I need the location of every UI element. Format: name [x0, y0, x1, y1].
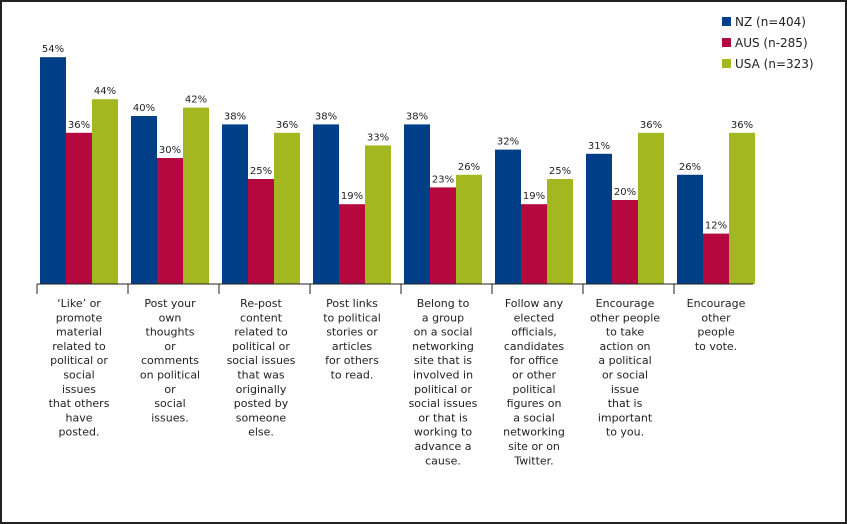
- bar-value-label: 38%: [224, 111, 246, 122]
- bar-value-label: 12%: [705, 221, 727, 232]
- category-label: Follow any elected officials, candidates for…: [503, 297, 565, 467]
- bar-aus-4: [430, 187, 456, 284]
- bar-value-label: 20%: [614, 187, 636, 198]
- legend-swatch: [722, 17, 731, 26]
- bar-usa-0: [92, 99, 118, 284]
- bar-usa-2: [274, 132, 300, 284]
- bar-value-label: 26%: [458, 162, 480, 173]
- bars-layer: [40, 57, 755, 285]
- bar-usa-3: [365, 145, 391, 284]
- bar-value-label: 38%: [406, 111, 428, 122]
- bar-value-label: 36%: [68, 120, 90, 131]
- bar-nz-6: [586, 153, 612, 284]
- bar-value-label: 36%: [640, 120, 662, 131]
- bar-value-label: 38%: [315, 111, 337, 122]
- bar-value-label: 25%: [549, 166, 571, 177]
- bar-aus-0: [66, 132, 92, 284]
- category-label: Post links to political stories or articles…: [323, 297, 381, 382]
- category-label: Post your own thoughts or comments on politic…: [140, 297, 200, 424]
- bar-usa-6: [638, 132, 664, 284]
- bar-aus-6: [612, 200, 638, 284]
- category-label: Belong to a group on a social networking sit…: [409, 297, 478, 467]
- bar-aus-2: [248, 179, 274, 284]
- legend-label: NZ (n=404): [735, 15, 806, 29]
- bar-value-label: 30%: [159, 145, 181, 156]
- bar-nz-4: [404, 124, 430, 285]
- bar-value-label: 32%: [497, 137, 519, 148]
- bar-value-label: 36%: [276, 120, 298, 131]
- legend-label: AUS (n-285): [735, 36, 808, 50]
- bar-usa-5: [547, 179, 573, 284]
- category-label: Re-post content related to political or soci…: [227, 297, 296, 439]
- bar-value-label: 44%: [94, 86, 116, 97]
- bar-value-label: 42%: [185, 95, 207, 106]
- bar-value-label: 19%: [341, 191, 363, 202]
- category-labels: ‘Like’ or promote material related to politi…: [49, 297, 746, 467]
- legend-label: USA (n=323): [735, 57, 814, 71]
- bar-aus-7: [703, 233, 729, 284]
- bar-value-label: 31%: [588, 141, 610, 152]
- legend-swatch: [722, 59, 731, 68]
- bar-value-label: 40%: [133, 103, 155, 114]
- bar-value-labels: 54% 36% 44% 40% 30% 42% 38% 25% 36% 38% 19% 33% 38% 2…: [42, 44, 753, 231]
- category-label: ‘Like’ or promote material related to politi…: [49, 297, 110, 439]
- bar-aus-5: [521, 204, 547, 284]
- bar-nz-0: [40, 57, 66, 285]
- bar-nz-2: [222, 124, 248, 285]
- bar-value-label: 23%: [432, 174, 454, 185]
- bar-value-label: 36%: [731, 120, 753, 131]
- x-axis: [36, 283, 753, 294]
- bar-usa-7: [729, 132, 755, 284]
- bar-value-label: 25%: [250, 166, 272, 177]
- bar-value-label: 19%: [523, 191, 545, 202]
- legend: NZ (n=404) AUS (n-285) USA (n=323): [722, 15, 814, 71]
- bar-nz-1: [131, 116, 157, 284]
- bar-nz-3: [313, 124, 339, 285]
- bar-usa-1: [183, 107, 209, 284]
- bar-aus-1: [157, 158, 183, 284]
- bar-nz-7: [677, 174, 703, 284]
- bar-nz-5: [495, 149, 521, 284]
- legend-swatch: [722, 38, 731, 47]
- category-label: Encourage other people to take action on a p…: [590, 297, 660, 439]
- bar-aus-3: [339, 204, 365, 284]
- bar-value-label: 33%: [367, 132, 389, 143]
- bar-usa-4: [456, 174, 482, 284]
- bar-value-label: 26%: [679, 162, 701, 173]
- bar-value-label: 54%: [42, 44, 64, 55]
- category-label: Encourage other people to vote.: [687, 297, 746, 353]
